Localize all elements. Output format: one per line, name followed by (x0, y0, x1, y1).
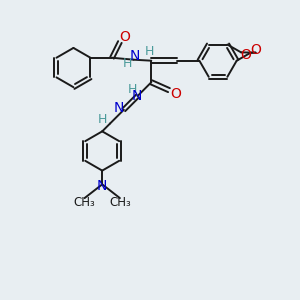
Text: O: O (170, 87, 181, 101)
Text: N: N (131, 89, 142, 103)
Text: O: O (119, 30, 130, 44)
Text: N: N (114, 101, 124, 115)
Text: O: O (250, 43, 261, 57)
Text: CH₃: CH₃ (109, 196, 131, 209)
Text: N: N (129, 49, 140, 63)
Text: H: H (145, 45, 154, 58)
Text: CH₃: CH₃ (74, 196, 95, 209)
Text: H: H (98, 113, 107, 126)
Text: H: H (128, 82, 137, 96)
Text: N: N (97, 179, 107, 193)
Text: O: O (241, 48, 251, 62)
Text: H: H (123, 57, 132, 70)
